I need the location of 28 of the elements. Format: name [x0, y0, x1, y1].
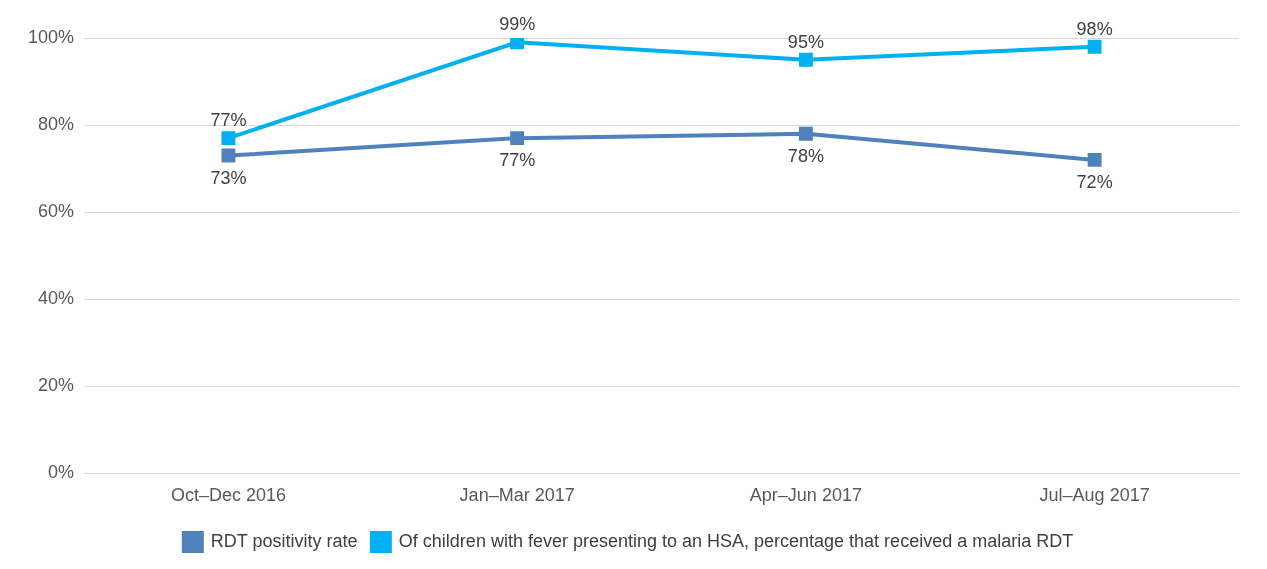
- point: [798, 52, 813, 67]
- x-tick-label: Apr–Jun 2017: [749, 485, 862, 506]
- y-tick-label: 20%: [38, 375, 75, 396]
- point: [510, 131, 525, 146]
- legend-label: RDT positivity rate: [210, 530, 358, 551]
- point: [510, 38, 525, 50]
- data-label: 78%: [787, 145, 824, 166]
- point: [1087, 39, 1102, 54]
- data-label: 73%: [210, 167, 247, 188]
- x-tick-label: Oct–Dec 2016: [170, 485, 286, 506]
- x-tick-label: Jan–Mar 2017: [459, 485, 575, 506]
- point: [798, 126, 813, 141]
- y-tick-label: 80%: [38, 114, 75, 135]
- data-label: 99%: [499, 14, 536, 35]
- x-tick-label: Jul–Aug 2017: [1039, 485, 1150, 506]
- point: [1087, 152, 1102, 167]
- y-tick-label: 40%: [38, 288, 75, 309]
- data-label: 77%: [499, 150, 536, 171]
- data-label: 72%: [1076, 171, 1113, 192]
- y-tick-label: 100%: [27, 26, 75, 47]
- legend-label: Of children with fever presenting to an HSA, percentage that received a malaria RDT: [398, 530, 1074, 551]
- y-tick-label: 60%: [38, 201, 75, 222]
- point: [221, 148, 236, 163]
- y-tick-label: 0%: [48, 462, 75, 483]
- data-label: 95%: [787, 31, 824, 52]
- point: [221, 131, 236, 146]
- data-label: 98%: [1076, 18, 1113, 39]
- data-label: 77%: [210, 110, 247, 131]
